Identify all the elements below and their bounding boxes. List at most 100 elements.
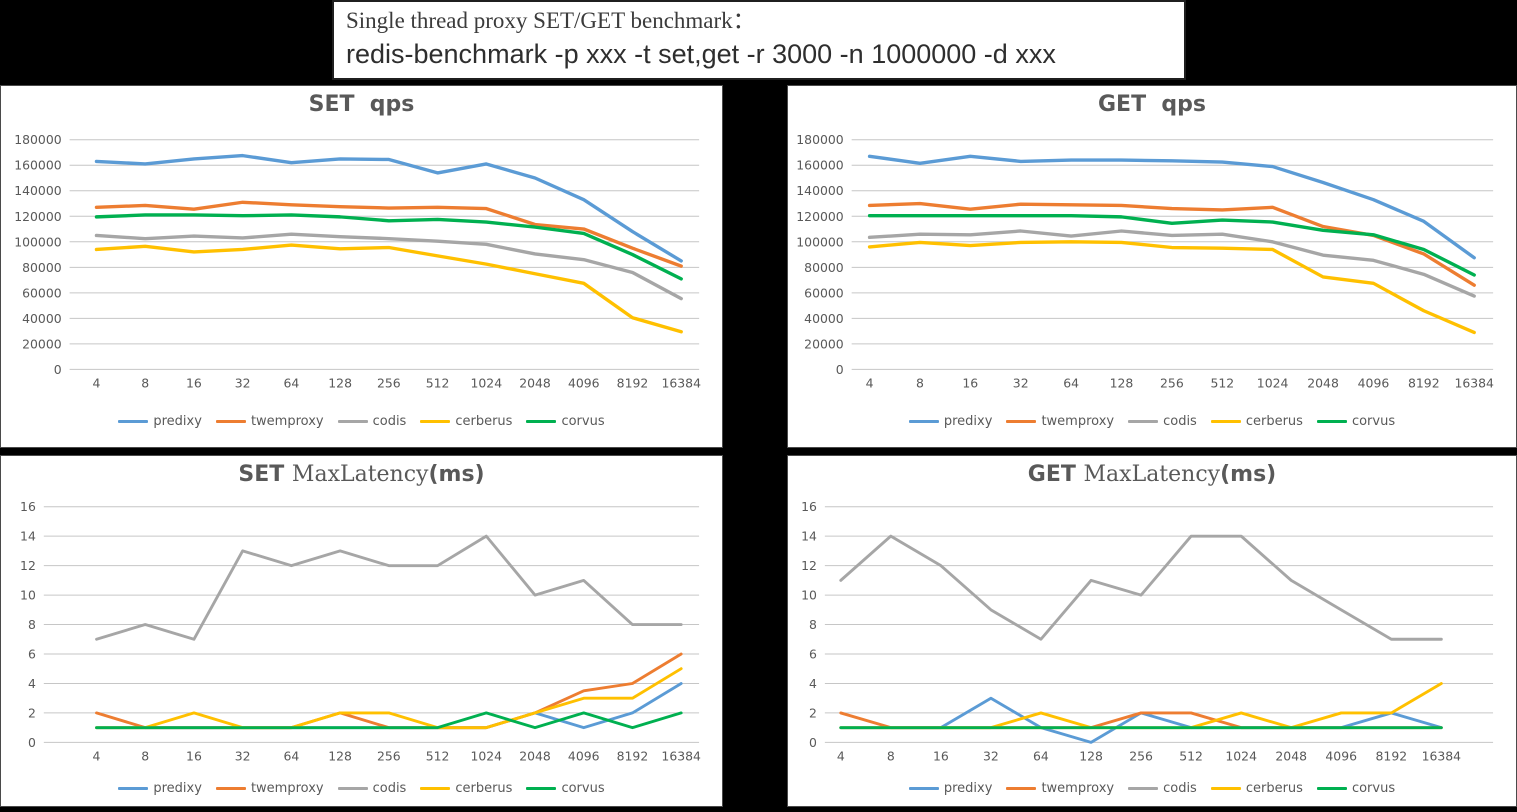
y-tick-label: 160000 [14, 158, 62, 173]
chart-title-text: (ms) [428, 462, 485, 487]
x-tick-label: 32 [983, 748, 999, 763]
chart-title-text: GET qps [1097, 92, 1206, 117]
x-tick-label: 256 [377, 375, 401, 390]
series-line-codis [95, 534, 683, 641]
x-tick-label: 4096 [568, 748, 600, 763]
x-tick-label: 16 [186, 748, 202, 763]
legend-swatch-twemproxy [1006, 787, 1037, 790]
legend-label-cerberus: cerberus [1245, 781, 1303, 796]
legend-label-twemproxy: twemproxy [1041, 414, 1115, 429]
legend-swatch-cerberus [1210, 420, 1241, 423]
legend-label-corvus: corvus [561, 414, 605, 429]
chart-title-text: GET [1027, 462, 1084, 487]
x-tick-label: 16 [962, 375, 978, 390]
x-tick-label: 4 [866, 375, 874, 390]
x-tick-label: 1024 [470, 375, 502, 390]
legend-label-predixy: predixy [153, 781, 202, 796]
set-maxlatency-chart: 0 2 4 6 8 10 12 14 16 4 8 16 32 64 128 256 512 1024 2048 40… [20, 499, 701, 763]
y-tick-label: 4 [28, 676, 36, 691]
x-tick-label: 16384 [661, 375, 701, 390]
get-maxlatency-chart: 0 2 4 6 8 10 12 14 16 4 8 16 32 64 128 256 512 1024 2048 40… [801, 499, 1494, 763]
x-tick-label: 8 [916, 375, 924, 390]
x-tick-label: 64 [1063, 375, 1079, 390]
y-tick-label: 20000 [804, 336, 844, 351]
chart-title-get-qps: GET qps [788, 92, 1516, 117]
x-tick-label: 16384 [1454, 375, 1494, 390]
legend-swatch-corvus [1316, 787, 1347, 790]
y-tick-label: 6 [28, 646, 36, 661]
legend-swatch-twemproxy [215, 420, 246, 423]
legend-swatch-twemproxy [215, 787, 246, 790]
legend-label-corvus: corvus [1351, 781, 1396, 796]
chart-title-text: SET [238, 462, 292, 487]
legend-swatch-codis [1128, 420, 1159, 423]
x-axis-labels: 4 8 16 32 64 128 256 512 1024 2048 4096 8192 16384 [93, 748, 701, 763]
x-tick-label: 32 [235, 748, 251, 763]
legend-item-predixy: predixy [118, 414, 202, 429]
x-tick-label: 128 [328, 748, 352, 763]
y-tick-label: 180000 [796, 132, 844, 147]
legend-item-twemproxy: twemproxy [1006, 414, 1114, 429]
y-tick-label: 80000 [804, 260, 844, 275]
series-line-codis [839, 534, 1443, 641]
x-tick-label: 64 [284, 748, 300, 763]
set-qps-chart: 0 20000 40000 60000 80000 100000 120000 140000 1… [14, 132, 701, 390]
x-tick-label: 8192 [617, 375, 649, 390]
series-line-twemproxy [94, 200, 683, 268]
legend-item-twemproxy: twemproxy [1006, 781, 1114, 796]
y-tick-label: 100000 [796, 234, 844, 249]
x-tick-label: 2048 [519, 748, 551, 763]
x-tick-label: 4 [93, 375, 101, 390]
x-tick-label: 4096 [1325, 748, 1357, 763]
series-line-cerberus [867, 240, 1476, 335]
y-axis-labels: 0 20000 40000 60000 80000 100000 120000 140000 1… [796, 132, 844, 377]
chart-panel-get-qps: 0 20000 40000 60000 80000 100000 120000 140000 1… [787, 85, 1517, 448]
legend-item-twemproxy: twemproxy [215, 414, 324, 429]
x-tick-label: 16384 [1422, 748, 1462, 763]
x-tick-label: 2048 [1307, 375, 1339, 390]
y-tick-label: 0 [28, 735, 36, 750]
x-tick-label: 256 [1129, 748, 1153, 763]
legend-item-corvus: corvus [1316, 414, 1395, 429]
chart-title-set-qps: SET qps [1, 92, 722, 117]
legend-item-predixy: predixy [118, 781, 202, 796]
y-tick-label: 120000 [796, 209, 844, 224]
series-line-cerberus [839, 682, 1443, 730]
x-tick-label: 16384 [661, 748, 701, 763]
legend-swatch-predixy [908, 420, 939, 423]
x-tick-label: 512 [426, 748, 450, 763]
x-tick-label: 8 [141, 375, 149, 390]
legend-item-corvus: corvus [526, 781, 605, 796]
x-tick-label: 256 [1160, 375, 1184, 390]
gridlines [851, 139, 1494, 370]
y-tick-label: 100000 [14, 234, 62, 249]
x-tick-label: 2048 [1275, 748, 1307, 763]
y-axis-labels: 0 2 4 6 8 10 12 14 16 [801, 499, 817, 750]
chart-title-text: SET qps [308, 92, 415, 117]
y-tick-label: 16 [20, 499, 36, 514]
legend-label-codis: codis [372, 414, 407, 429]
series-line-predixy [839, 696, 1443, 744]
chart-panel-get-maxlatency: 0 2 4 6 8 10 12 14 16 4 8 16 32 64 128 256 512 1024 2048 40… [787, 455, 1517, 807]
y-tick-label: 12 [801, 558, 817, 573]
y-tick-label: 8 [28, 617, 36, 632]
y-tick-label: 2 [28, 705, 36, 720]
x-tick-label: 16 [933, 748, 949, 763]
legend-swatch-corvus [526, 787, 557, 790]
x-tick-label: 32 [1013, 375, 1029, 390]
get-qps-chart: 0 20000 40000 60000 80000 100000 120000 140000 1… [796, 132, 1494, 390]
y-tick-label: 140000 [796, 183, 844, 198]
y-tick-label: 14 [20, 529, 36, 544]
y-tick-label: 4 [809, 676, 817, 691]
benchmark-command-line: redis-benchmark -p xxx -t set,get -r 300… [346, 39, 1056, 69]
gridlines [69, 139, 700, 370]
x-tick-label: 1024 [1257, 375, 1289, 390]
legend-swatch-predixy [118, 787, 149, 790]
x-tick-label: 64 [283, 375, 299, 390]
legend-swatch-twemproxy [1006, 420, 1037, 423]
legend-label-cerberus: cerberus [455, 414, 513, 429]
chart-legend-set-qps: predixy twemproxy codis cerberus corvus [1, 414, 722, 429]
legend-label-cerberus: cerberus [455, 781, 513, 796]
chart-panel-set-maxlatency: 0 2 4 6 8 10 12 14 16 4 8 16 32 64 128 256 512 1024 2048 40… [0, 455, 723, 807]
